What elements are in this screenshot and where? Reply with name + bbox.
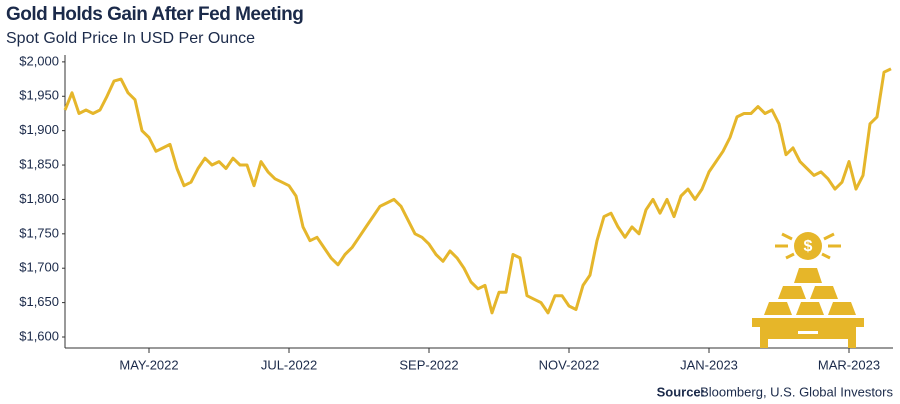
x-tick-label: MAY-2022: [119, 357, 178, 372]
x-tick-label: SEP-2022: [399, 357, 458, 372]
y-tick-label: $2,000: [19, 53, 59, 68]
y-tick-label: $1,800: [19, 191, 59, 206]
y-tick-label: $1,950: [19, 88, 59, 103]
chart-subtitle: Spot Gold Price In USD Per Ounce: [6, 30, 255, 47]
y-tick-label: $1,700: [19, 260, 59, 275]
y-tick-label: $1,750: [19, 225, 59, 240]
y-tick-label: $1,850: [19, 156, 59, 171]
chart-title: Gold Holds Gain After Fed Meeting: [6, 4, 303, 25]
x-tick-label: MAR-2023: [818, 357, 880, 372]
gold-icon: $: [752, 232, 864, 348]
source-label: Source:: [657, 384, 705, 399]
x-tick-label: JAN-2023: [680, 357, 738, 372]
source: Bloomberg, U.S. Global Investors: [700, 384, 893, 399]
y-tick-label: $1,600: [19, 328, 59, 343]
y-tick-label: $1,900: [19, 122, 59, 137]
price-line: [63, 67, 892, 315]
x-tick-label: NOV-2022: [539, 357, 600, 372]
svg-text:$: $: [804, 238, 813, 255]
x-tick-label: JUL-2022: [261, 357, 317, 372]
y-tick-label: $1,650: [19, 294, 59, 309]
